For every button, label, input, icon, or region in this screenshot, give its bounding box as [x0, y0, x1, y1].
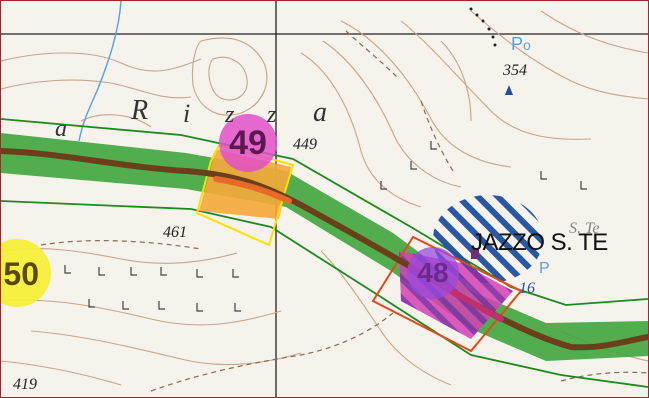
place-name-letter: z: [267, 102, 277, 128]
elevation-label: 419: [13, 376, 37, 393]
place-name-letter: i: [183, 99, 191, 128]
trail-dots: [469, 7, 497, 47]
elevation-label: 449: [293, 136, 317, 153]
symbol-label-p-mid: P: [539, 260, 550, 277]
marker-49-label[interactable]: 49: [229, 123, 267, 162]
zone-48-outline: [371, 235, 523, 353]
cultivation-symbols: [64, 141, 587, 312]
stream-line: [78, 1, 122, 142]
marker-49-circle: [219, 114, 277, 172]
place-name-letter: a: [55, 116, 67, 142]
dashed-tracks: [40, 30, 648, 392]
jazzo-tag-label: S. Te: [569, 220, 600, 237]
marker-48-circle: [407, 247, 459, 299]
route-line-zone-segment: [213, 176, 292, 204]
contour-lines: [1, 10, 648, 386]
elevation-label: 461: [163, 224, 187, 241]
jazzo-building-icon: [471, 249, 479, 259]
route-line: [1, 148, 648, 351]
elevation-label: 16: [519, 280, 535, 297]
survey-point-icon: [505, 85, 513, 95]
marker-48-label[interactable]: 48: [417, 257, 449, 288]
place-name-letter: z: [225, 102, 235, 128]
marker-50-circle: [1, 239, 51, 307]
symbol-label-p: Po: [511, 34, 531, 54]
place-name-letter: a: [313, 97, 327, 128]
zone-49-outline: [195, 143, 295, 247]
jazzo-label: JAZZO S. TE: [471, 229, 608, 256]
elevation-label: 354: [503, 62, 527, 79]
place-name-letter: R: [131, 95, 149, 126]
marker-50-label[interactable]: 50: [3, 255, 39, 292]
corridor-buffer-outline: [1, 118, 648, 388]
